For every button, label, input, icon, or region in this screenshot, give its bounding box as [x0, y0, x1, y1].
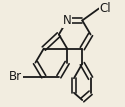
Text: Br: Br [9, 70, 22, 83]
Text: N: N [63, 14, 72, 27]
Text: Cl: Cl [100, 2, 111, 15]
